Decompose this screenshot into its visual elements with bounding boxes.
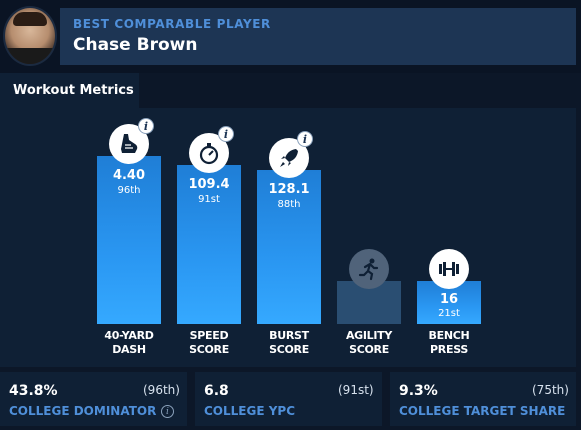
tab-label: Workout Metrics [13,83,134,98]
metric-value: 109.4 [188,177,230,192]
stat-rank: (75th) [532,383,569,397]
runner-icon [349,249,389,289]
stat-rank: (91st) [338,383,374,397]
metric-label: AGILITY SCORE [345,329,393,356]
info-icon[interactable]: i [297,131,313,147]
metric-label: 40-YARD DASH [104,329,154,356]
metric-value: 128.1 [268,182,310,197]
stat-rank: (96th) [143,383,180,397]
metric-label: BENCH PRESS [428,329,470,356]
stat-card-college-target-share: 9.3% (75th) COLLEGE TARGET SHARE [390,372,576,426]
info-icon[interactable]: i [218,126,234,142]
stat-value: 6.8 [204,383,229,399]
metric-value: 16 [439,292,459,307]
info-icon[interactable]: i [138,118,154,134]
workout-metrics-panel: 4.40 96th i 40-YARD DASH 109.4 91st i SPE… [0,108,576,367]
stat-card-college-dominator: 43.8% (96th) COLLEGE DOMINATOR i [0,372,187,426]
player-header: BEST COMPARABLE PLAYER Chase Brown [0,0,581,73]
player-avatar [3,6,57,66]
metric-label: BURST SCORE [269,329,309,356]
tab-workout-metrics[interactable]: Workout Metrics [0,73,139,108]
bar-bench-press: 16 21st [417,281,481,324]
stat-card-college-ypc: 6.8 (91st) COLLEGE YPC [195,372,382,426]
metric-rank: 88th [277,199,301,210]
header-band [60,8,576,65]
stat-label: COLLEGE DOMINATOR [9,404,157,418]
player-name[interactable]: Chase Brown [73,35,198,55]
metric-rank: 96th [117,185,141,196]
comparable-kicker: BEST COMPARABLE PLAYER [73,17,271,31]
metric-rank: 21st [438,308,460,319]
dumbbell-icon [429,249,469,289]
metric-rank: 91st [198,194,220,205]
bar-40-yard-dash: 4.40 96th [97,156,161,324]
metric-value: 4.40 [112,168,146,183]
bar-burst-score: 128.1 88th [257,170,321,324]
metric-label: SPEED SCORE [189,329,229,356]
stat-value: 9.3% [399,383,438,399]
stat-value: 43.8% [9,383,58,399]
info-icon[interactable]: i [161,405,174,418]
rocket-icon [269,138,309,178]
stat-label: COLLEGE YPC [204,404,296,418]
stat-label: COLLEGE TARGET SHARE [399,404,566,418]
bar-speed-score: 109.4 91st [177,165,241,324]
